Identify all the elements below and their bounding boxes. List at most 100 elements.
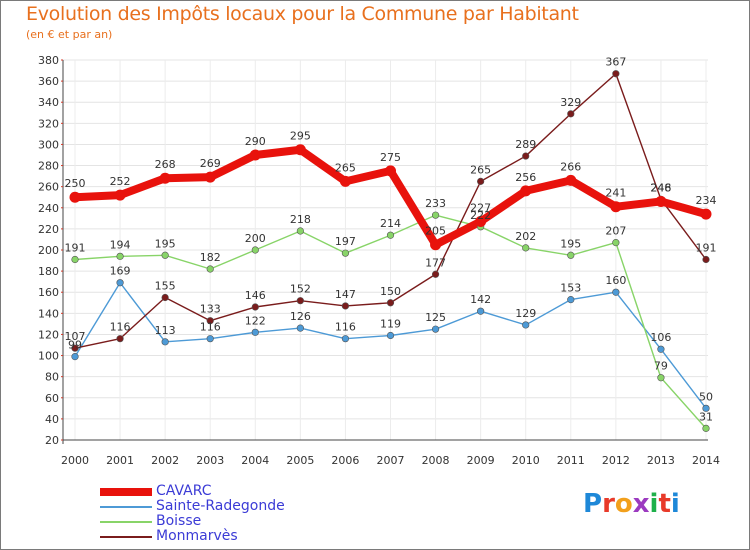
data-point: [655, 195, 667, 207]
data-point: [249, 149, 261, 161]
data-point: [702, 424, 710, 432]
data-label: 146: [245, 289, 266, 302]
data-label: 126: [290, 310, 311, 323]
x-tick-label: 2011: [557, 454, 585, 467]
data-label: 147: [335, 288, 356, 301]
legend-label: Boisse: [156, 513, 202, 529]
data-point: [386, 299, 395, 307]
data-label: 234: [696, 194, 717, 207]
data-label: 177: [425, 256, 446, 269]
data-point: [431, 325, 440, 333]
data-label: 197: [335, 235, 356, 248]
legend-item-cavarc: CAVARC: [100, 483, 400, 500]
data-label: 160: [605, 274, 626, 287]
data-point: [430, 239, 442, 251]
proxiti-logo: Proxiti: [583, 489, 680, 519]
data-point: [206, 265, 214, 273]
data-label: 205: [425, 225, 446, 238]
y-tick-label: 280: [38, 160, 59, 173]
data-point: [161, 293, 169, 302]
data-label: 256: [515, 171, 536, 184]
data-point: [431, 211, 440, 219]
data-point: [612, 288, 620, 296]
x-tick-label: 2000: [61, 454, 89, 467]
data-label: 266: [560, 160, 581, 173]
data-point: [477, 177, 485, 185]
data-label: 182: [200, 251, 221, 264]
logo-letter: i: [649, 489, 659, 519]
data-label: 113: [155, 324, 176, 337]
data-point: [386, 231, 395, 239]
data-point: [296, 227, 304, 235]
data-point: [69, 191, 81, 203]
x-tick-label: 2001: [106, 454, 134, 467]
legend-item-sainte-radegonde: Sainte-Radegonde: [100, 498, 400, 515]
data-point: [341, 335, 350, 343]
logo-letter: o: [614, 489, 633, 519]
data-label: 155: [155, 280, 176, 293]
x-tick-label: 2006: [331, 454, 359, 467]
legend-label: CAVARC: [156, 483, 212, 499]
data-label: 116: [335, 321, 356, 334]
x-tick-label: 2004: [241, 454, 269, 467]
data-label: 142: [470, 293, 491, 306]
y-tick-label: 200: [38, 244, 59, 257]
data-label: 367: [605, 56, 626, 69]
x-tick-label: 2003: [196, 454, 224, 467]
data-label: 152: [290, 283, 311, 296]
data-point: [161, 338, 169, 346]
data-point: [700, 208, 712, 220]
data-point: [475, 216, 487, 227]
legend-swatch: [100, 488, 152, 496]
y-tick-label: 160: [38, 286, 59, 299]
y-tick-label: 340: [38, 96, 59, 109]
y-tick-label: 20: [45, 434, 59, 447]
data-point: [612, 239, 620, 247]
data-point: [567, 251, 575, 259]
data-label: 150: [380, 285, 401, 298]
y-tick-label: 140: [38, 307, 59, 320]
data-label: 116: [110, 321, 131, 334]
data-label: 246: [650, 181, 671, 194]
data-point: [116, 252, 124, 260]
legend-item-monmarves: Monmarvès: [100, 528, 400, 545]
data-point: [339, 175, 351, 187]
data-label: 194: [110, 238, 131, 251]
logo-letter: t: [658, 489, 671, 519]
data-point: [206, 317, 214, 325]
data-point: [522, 321, 530, 329]
y-tick-label: 60: [45, 392, 59, 405]
data-point: [657, 345, 665, 353]
data-point: [116, 279, 124, 287]
data-point: [522, 244, 530, 252]
data-label: 200: [245, 232, 266, 245]
data-point: [114, 189, 126, 201]
data-label: 153: [560, 282, 581, 295]
data-point: [204, 171, 216, 183]
data-point: [206, 335, 214, 343]
data-label: 116: [200, 321, 221, 334]
data-point: [567, 110, 575, 118]
y-tick-label: 80: [45, 371, 59, 384]
y-tick-label: 360: [38, 75, 59, 88]
data-point: [477, 307, 485, 315]
data-label: 99: [68, 339, 82, 352]
data-point: [251, 328, 259, 336]
x-tick-label: 2013: [647, 454, 675, 467]
data-label: 31: [699, 410, 713, 423]
data-label: 106: [650, 331, 671, 344]
data-label: 222: [470, 209, 491, 222]
data-label: 107: [65, 330, 86, 343]
x-tick-label: 2008: [422, 454, 450, 467]
data-point: [296, 324, 304, 332]
data-label: 329: [560, 96, 581, 109]
data-label: 241: [605, 187, 626, 200]
legend-swatch: [100, 506, 152, 508]
data-point: [116, 335, 124, 343]
logo-letter: i: [670, 489, 680, 519]
data-label: 295: [290, 130, 311, 143]
data-point: [161, 251, 169, 259]
x-tick-label: 2009: [467, 454, 495, 467]
data-label: 227: [470, 202, 491, 215]
data-point: [520, 185, 532, 197]
